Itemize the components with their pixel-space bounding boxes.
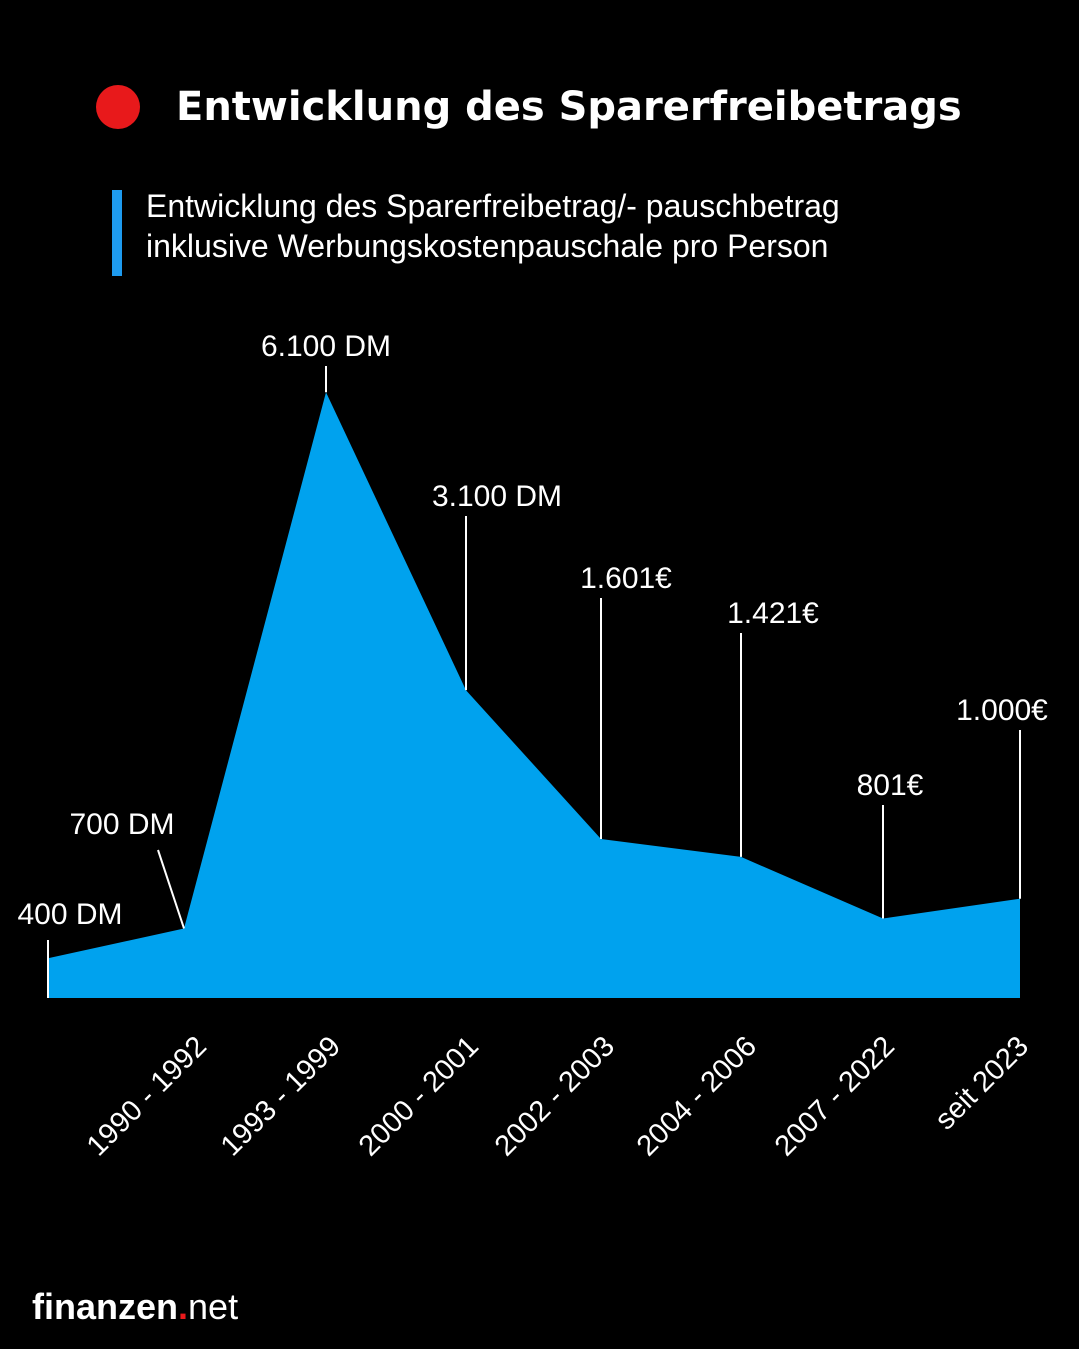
leader-line	[157, 849, 185, 929]
data-label: 1.000€	[956, 694, 1048, 727]
subtitle-line-1: Entwicklung des Sparerfreibetrag/- pausc…	[146, 188, 840, 224]
data-label: 6.100 DM	[261, 330, 391, 363]
data-label: 3.100 DM	[432, 480, 562, 513]
x-tick-label: 1990 - 1992	[81, 1030, 213, 1162]
brand-logo: finanzen.net	[32, 1286, 238, 1328]
subtitle-box: Entwicklung des Sparerfreibetrag/- pausc…	[112, 188, 840, 276]
red-dot-icon	[96, 85, 140, 129]
title-row: Entwicklung des Sparerfreibetrags	[96, 84, 962, 130]
data-label: 801€	[857, 769, 924, 802]
data-label: 1.421€	[727, 597, 819, 630]
data-label: 1.601€	[580, 562, 672, 595]
brand-part-1: finanzen	[32, 1286, 179, 1327]
subtitle-line-2: inklusive Werbungskostenpauschale pro Pe…	[146, 228, 829, 264]
x-tick-label: 2007 - 2022	[769, 1030, 901, 1162]
area-fill	[48, 392, 1020, 998]
chart-title: Entwicklung des Sparerfreibetrags	[176, 84, 962, 130]
x-tick-label: 2002 - 2003	[489, 1030, 621, 1162]
x-tick-label: seit 2023	[929, 1030, 1035, 1136]
x-tick-label: 2004 - 2006	[631, 1030, 763, 1162]
data-label: 700 DM	[69, 808, 174, 841]
x-tick-label: 1993 - 1999	[215, 1030, 347, 1162]
data-label: 400 DM	[17, 898, 122, 931]
brand-part-2: net	[188, 1286, 239, 1327]
x-tick-label: 2000 - 2001	[353, 1030, 485, 1162]
brand-dot: .	[178, 1286, 189, 1327]
